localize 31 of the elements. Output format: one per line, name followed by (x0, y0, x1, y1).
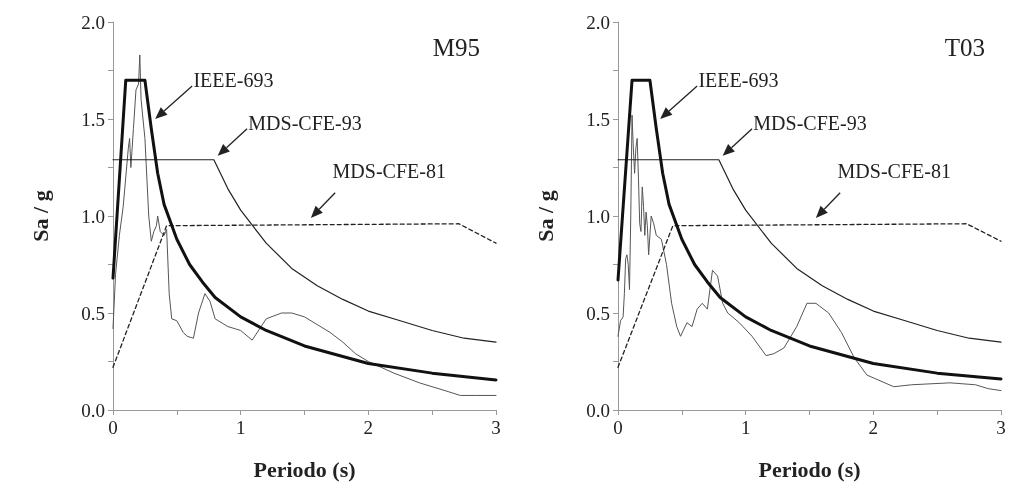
y-tick-label: 0.0 (586, 399, 610, 421)
y-tick-label: 1.5 (586, 108, 610, 130)
x-tick-label: 0 (613, 417, 623, 438)
text: IEEE-693 (193, 69, 274, 92)
line-series (617, 114, 1002, 392)
x-axis-title: Periodo (s) (253, 456, 356, 482)
x-tick-label: 3 (491, 417, 501, 438)
x-tick-label: 1 (740, 417, 751, 438)
x-tick-label: 2 (363, 417, 374, 438)
chart-title: T03 (944, 34, 986, 61)
text: MDS-CFE-81 (837, 160, 951, 183)
y-axis-title: Sa / g (532, 190, 558, 242)
x-tick-label: 1 (235, 417, 246, 438)
x-tick-label: 3 (996, 417, 1006, 438)
text: MDS-CFE-93 (753, 111, 867, 134)
y-tick-label: 1.0 (81, 205, 105, 227)
y-tick-label: 2.0 (81, 11, 105, 33)
y-tick-label: 0.5 (81, 302, 105, 324)
y-tick-label: 0.0 (81, 399, 105, 421)
x-tick-label: 0 (108, 417, 118, 438)
chart-title: M95 (432, 34, 481, 61)
y-tick-label: 1.0 (586, 205, 610, 227)
text: MDS-CFE-81 (332, 160, 446, 183)
y-tick-label: 0.5 (586, 302, 610, 324)
text: IEEE-693 (698, 69, 779, 92)
y-tick-label: 2.0 (586, 11, 610, 33)
y-tick-label: 1.5 (81, 108, 105, 130)
x-axis-title: Periodo (s) (758, 456, 861, 482)
x-tick-label: 2 (868, 417, 879, 438)
y-axis-title: Sa / g (27, 190, 53, 242)
text: MDS-CFE-93 (248, 111, 362, 134)
